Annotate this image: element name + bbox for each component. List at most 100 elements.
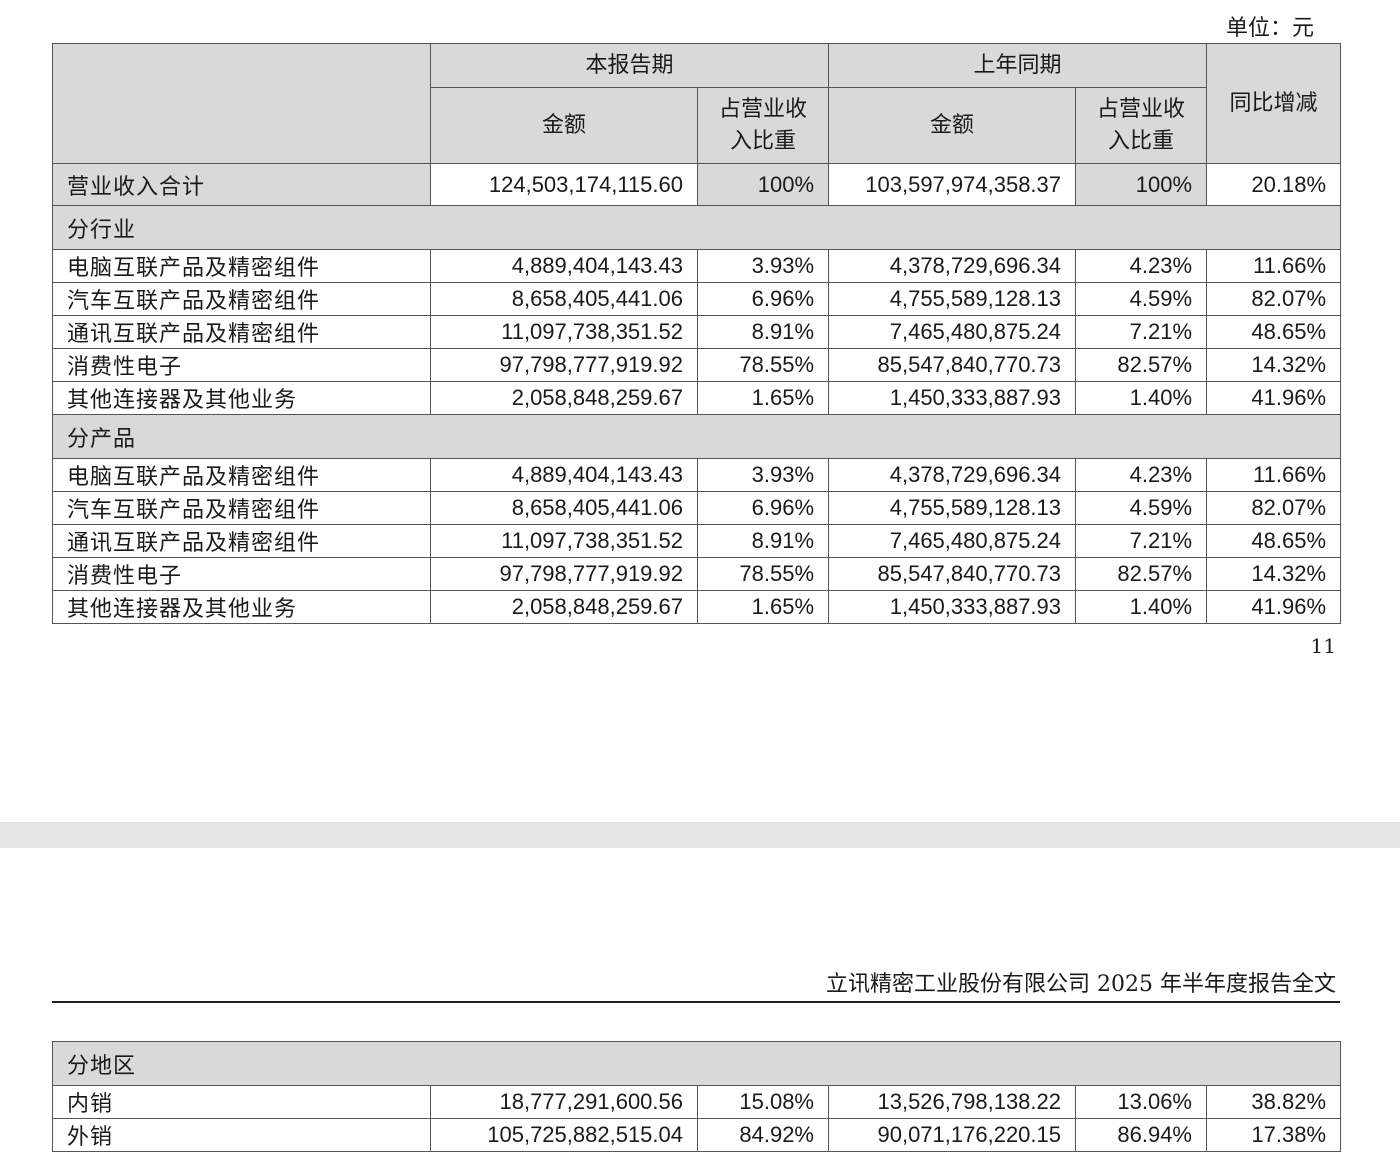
header-yoy: 同比增减 [1206,43,1342,164]
yoy: 41.96% [1206,590,1342,624]
prev-amount: 85,547,840,770.73 [828,557,1077,591]
report-page-top: 单位：元 本报告期 上年同期 同比增减 金额 占营业收入比重 金额 占营业收入比… [51,16,1342,658]
row-label: 电脑互联产品及精密组件 [52,458,431,492]
prev-share: 4.23% [1075,458,1208,492]
table-row: 其他连接器及其他业务 2,058,848,259.67 1.65% 1,450,… [52,590,1342,624]
cur-share: 15.08% [697,1085,829,1119]
header-prev-amount: 金额 [828,87,1077,164]
table-row: 消费性电子 97,798,777,919.92 78.55% 85,547,84… [52,557,1342,591]
section-header-region: 分地区 [51,1041,1342,1086]
prev-share: 7.21% [1075,524,1208,558]
row-label: 其他连接器及其他业务 [52,590,431,624]
revenue-table: 本报告期 上年同期 同比增减 金额 占营业收入比重 金额 占营业收入比重 营业收… [51,43,1342,624]
cur-amount: 11,097,738,351.52 [430,315,698,349]
total-prev-amount: 103,597,974,358.37 [828,163,1077,206]
header-cur-amount: 金额 [430,87,698,164]
prev-amount: 1,450,333,887.93 [828,590,1077,624]
cur-amount: 105,725,882,515.04 [430,1118,698,1152]
prev-share: 4.23% [1075,249,1208,283]
unit-label: 单位：元 [1225,16,1314,41]
yoy: 11.66% [1206,458,1342,492]
row-label: 通讯互联产品及精密组件 [52,315,431,349]
section-title: 分产品 [51,414,1342,459]
prev-amount: 7,465,480,875.24 [828,524,1077,558]
prev-amount: 1,450,333,887.93 [828,381,1077,415]
row-label: 通讯互联产品及精密组件 [52,524,431,558]
row-label: 电脑互联产品及精密组件 [52,249,431,283]
header-row-1: 本报告期 上年同期 同比增减 [52,43,1342,164]
header-current-period: 本报告期 [429,43,830,88]
cur-amount: 97,798,777,919.92 [430,557,698,591]
prev-share: 4.59% [1075,282,1208,316]
yoy: 48.65% [1206,524,1342,558]
row-label: 消费性电子 [52,348,431,382]
cur-share: 3.93% [696,458,830,492]
cur-share: 78.55% [696,557,830,591]
table-row: 消费性电子 97,798,777,919.92 78.55% 85,547,84… [52,348,1342,382]
cur-share: 78.55% [696,348,830,382]
region-table: 分地区 内销 18,777,291,600.56 15.08% 13,526,7… [51,1041,1342,1152]
table-row: 外销 105,725,882,515.04 84.92% 90,071,176,… [52,1118,1342,1152]
yoy: 11.66% [1206,249,1342,283]
cur-share: 3.93% [696,249,830,283]
table-row: 汽车互联产品及精密组件 8,658,405,441.06 6.96% 4,755… [52,491,1342,525]
table-row: 电脑互联产品及精密组件 4,889,404,143.43 3.93% 4,378… [52,249,1342,283]
prev-amount: 13,526,798,138.22 [828,1085,1076,1119]
yoy: 14.32% [1206,348,1342,382]
prev-share: 7.21% [1075,315,1208,349]
section-title: 分行业 [51,205,1342,250]
running-header: 立讯精密工业股份有限公司 2025 年半年度报告全文 [826,972,1336,997]
cur-share: 6.96% [696,282,830,316]
table-row: 通讯互联产品及精密组件 11,097,738,351.52 8.91% 7,46… [52,524,1342,558]
section-header-industry: 分行业 [51,205,1342,250]
yoy: 82.07% [1206,282,1342,316]
prev-share: 86.94% [1075,1118,1207,1152]
total-row: 营业收入合计 124,503,174,115.60 100% 103,597,9… [52,163,1342,206]
cur-amount: 8,658,405,441.06 [430,491,698,525]
section-title: 分地区 [51,1041,1342,1086]
row-label: 汽车互联产品及精密组件 [52,491,431,525]
table-row: 其他连接器及其他业务 2,058,848,259.67 1.65% 1,450,… [52,381,1342,415]
table-row: 通讯互联产品及精密组件 11,097,738,351.52 8.91% 7,46… [52,315,1342,349]
prev-amount: 90,071,176,220.15 [828,1118,1076,1152]
prev-amount: 4,755,589,128.13 [828,491,1077,525]
prev-amount: 7,465,480,875.24 [828,315,1077,349]
total-cur-share: 100% [696,163,830,206]
yoy: 38.82% [1205,1085,1342,1119]
cur-share: 8.91% [696,315,830,349]
prev-share: 82.57% [1075,348,1208,382]
total-yoy: 20.18% [1206,163,1342,206]
yoy: 14.32% [1206,557,1342,591]
prev-share: 1.40% [1075,590,1208,624]
header-prior-period: 上年同期 [828,43,1208,88]
table-row: 内销 18,777,291,600.56 15.08% 13,526,798,1… [52,1085,1342,1119]
cur-amount: 2,058,848,259.67 [430,381,698,415]
cur-share: 84.92% [697,1118,829,1152]
prev-share: 82.57% [1075,557,1208,591]
total-cur-amount: 124,503,174,115.60 [430,163,698,206]
prev-amount: 4,755,589,128.13 [828,282,1077,316]
prev-share: 4.59% [1075,491,1208,525]
table-row: 电脑互联产品及精密组件 4,889,404,143.43 3.93% 4,378… [52,458,1342,492]
cur-amount: 97,798,777,919.92 [430,348,698,382]
cur-amount: 4,889,404,143.43 [430,249,698,283]
header-blank-cell [52,43,431,164]
prev-amount: 85,547,840,770.73 [828,348,1077,382]
prev-share: 1.40% [1075,381,1208,415]
cur-amount: 4,889,404,143.43 [430,458,698,492]
prev-amount: 4,378,729,696.34 [828,458,1077,492]
cur-amount: 8,658,405,441.06 [430,282,698,316]
row-label: 外销 [52,1118,431,1152]
cur-share: 8.91% [696,524,830,558]
total-prev-share: 100% [1075,163,1208,206]
yoy: 82.07% [1206,491,1342,525]
cur-amount: 2,058,848,259.67 [430,590,698,624]
table-row: 汽车互联产品及精密组件 8,658,405,441.06 6.96% 4,755… [52,282,1342,316]
row-label: 汽车互联产品及精密组件 [52,282,431,316]
row-label: 内销 [52,1085,431,1119]
yoy: 17.38% [1205,1118,1342,1152]
total-label: 营业收入合计 [52,163,431,206]
cur-share: 1.65% [696,381,830,415]
prev-amount: 4,378,729,696.34 [828,249,1077,283]
report-page-bottom: 立讯精密工业股份有限公司 2025 年半年度报告全文 分地区 内销 18,777… [0,848,1400,1164]
